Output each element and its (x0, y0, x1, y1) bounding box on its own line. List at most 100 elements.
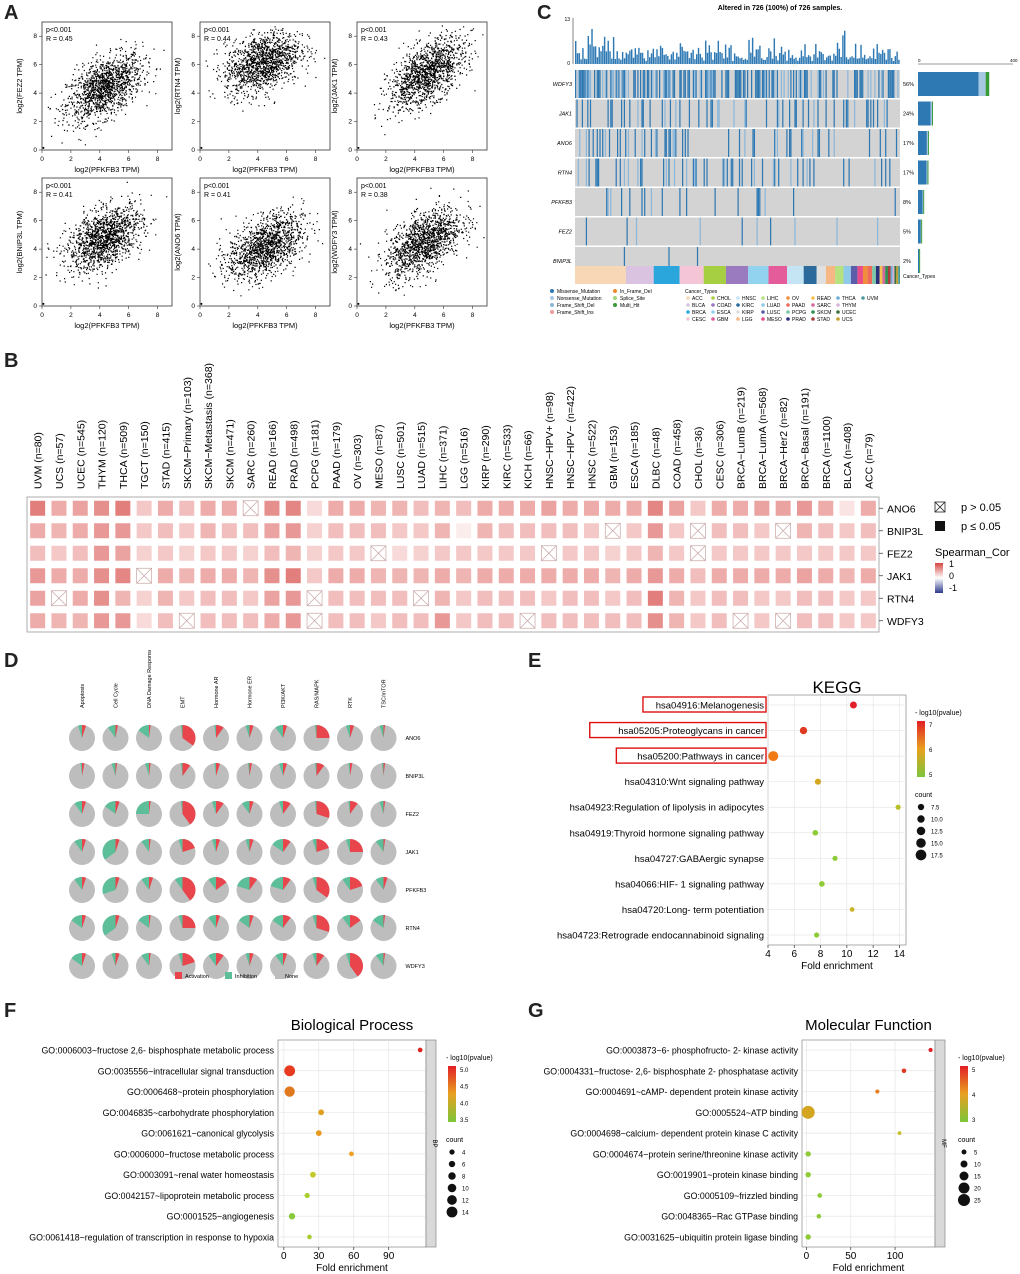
heatmap-cell (434, 500, 450, 516)
x-tick-label: 8 (471, 312, 475, 319)
row-background (575, 99, 900, 128)
nonsig-cross (413, 590, 429, 606)
pie-activation-slice (350, 877, 363, 890)
heatmap-cell (243, 613, 259, 629)
pie-activation-slice (82, 915, 87, 928)
y-tick-label: 4 (33, 246, 37, 253)
y-tick-label: 8 (348, 33, 352, 40)
plot-title: Biological Process (291, 1017, 414, 1034)
cancer-legend-label: ESCA (717, 310, 731, 316)
pie-inhibition-slice (342, 915, 350, 928)
y-tick-label: 6 (191, 62, 195, 69)
oncoprint-row-pfkfb3: PFKFB3 8% (551, 188, 925, 216)
x-tick-label: 6 (442, 156, 446, 163)
size-legend-dot (961, 1149, 967, 1155)
x-tick-label: 6 (442, 312, 446, 319)
panel-label-g: G (528, 1000, 544, 1022)
term-label: GO:0019901~protein kinase binding (657, 1170, 798, 1180)
color-legend-tick: 0 (949, 571, 954, 581)
pie-chart (270, 839, 296, 865)
cancer-legend-dot (711, 303, 715, 307)
pie-chart (136, 763, 162, 789)
nonsig-cross (690, 523, 706, 539)
pie-activation-slice (82, 839, 87, 852)
heatmap-cell (477, 568, 493, 584)
cancer-type-segment (768, 266, 788, 284)
percent-label: 5% (903, 230, 911, 236)
cancer-column-label: THCA (n=509) (118, 422, 130, 489)
cancer-legend-label: PRAD (792, 317, 806, 323)
cancer-type-segment (703, 266, 726, 284)
heatmap-cell (157, 523, 173, 539)
term-label: GO:0005524~ATP binding (695, 1108, 798, 1118)
cancer-legend-label: COAD (717, 303, 732, 309)
heatmap-cell (711, 500, 727, 516)
cancer-legend-dot (686, 310, 690, 314)
cancer-type-segment (679, 266, 704, 284)
cancer-column-label: GBM (n=153) (608, 426, 620, 489)
pie-activation-slice (249, 801, 254, 814)
p-value-label: p<0.001 (361, 27, 387, 34)
x-tick-label: 12 (868, 949, 880, 960)
nonsig-legend-cross (934, 501, 946, 513)
heatmap-cell (370, 590, 386, 606)
heatmap-cell (221, 545, 237, 561)
heatmap-cell (583, 523, 599, 539)
right-axis-max: 400 (1010, 58, 1018, 63)
heatmap-cell (30, 568, 46, 584)
pie-activation-slice (82, 953, 87, 966)
pie-inhibition-slice (312, 877, 317, 890)
pie-chart (169, 877, 196, 903)
heatmap-cell (179, 545, 195, 561)
pie-activation-slice (316, 953, 325, 966)
heatmap-cell (860, 545, 876, 561)
r-value-label: R = 0.41 (46, 192, 73, 199)
size-legend-dot (960, 1160, 968, 1168)
pie-inhibition-slice (272, 915, 283, 928)
heatmap-cell (818, 568, 834, 584)
nonsig-cross (370, 545, 387, 561)
heatmap-cell (221, 523, 237, 539)
pie-activation-slice (149, 877, 154, 890)
pie-chart (337, 839, 363, 865)
cancer-legend-label: LUAD (767, 303, 781, 309)
enrichment-dot (307, 1234, 312, 1240)
panel-label-b: B (4, 350, 19, 372)
pie-inhibition-slice (241, 801, 250, 814)
heatmap-cell (796, 590, 812, 606)
pie-gene-label: WDFY3 (406, 964, 425, 970)
cancer-column-label: READ (n=166) (267, 420, 279, 489)
heatmap-cell (477, 500, 493, 516)
size-legend-label: 25 (974, 1199, 981, 1205)
heatmap-cell (498, 613, 514, 629)
cancer-column-label: BRCA−Her2 (n=82) (778, 397, 790, 489)
cancer-type-segment (879, 266, 883, 284)
heatmap-cell (136, 523, 152, 539)
cancer-legend-dot (736, 296, 740, 300)
mutation-legend-label: In_Frame_Del (620, 289, 652, 295)
pie-activation-slice (149, 725, 151, 738)
x-tick-label: 0 (40, 156, 44, 163)
heatmap-cell (285, 568, 301, 584)
heatmap-cell (796, 523, 812, 539)
cancer-column-label: LIHC (n=371) (437, 426, 449, 489)
gene-label: BNIP3L (553, 259, 572, 265)
mutation-legend-dot (613, 296, 617, 300)
x-axis-label: log2(PFKFB3 TPM) (232, 165, 298, 174)
top-axis-min: 0 (567, 61, 570, 67)
cancer-type-segment (862, 266, 868, 284)
nonsig-legend-label: p > 0.05 (961, 502, 1001, 514)
pie-inhibition-slice (211, 839, 216, 852)
scatter-outlier (200, 302, 203, 305)
size-legend-label: 15 (974, 1175, 981, 1181)
pie-activation-slice (182, 877, 196, 901)
cancer-type-segment (898, 266, 900, 284)
x-tick-label: 4 (256, 312, 260, 319)
x-tick-label: 60 (348, 1251, 360, 1262)
heatmap-cell (669, 523, 685, 539)
pie-inhibition-slice (141, 953, 149, 966)
pie-inhibition-slice (272, 839, 283, 852)
heatmap-cell (157, 568, 173, 584)
enrichment-dot (928, 1047, 933, 1053)
enrichment-dot (805, 1151, 811, 1157)
